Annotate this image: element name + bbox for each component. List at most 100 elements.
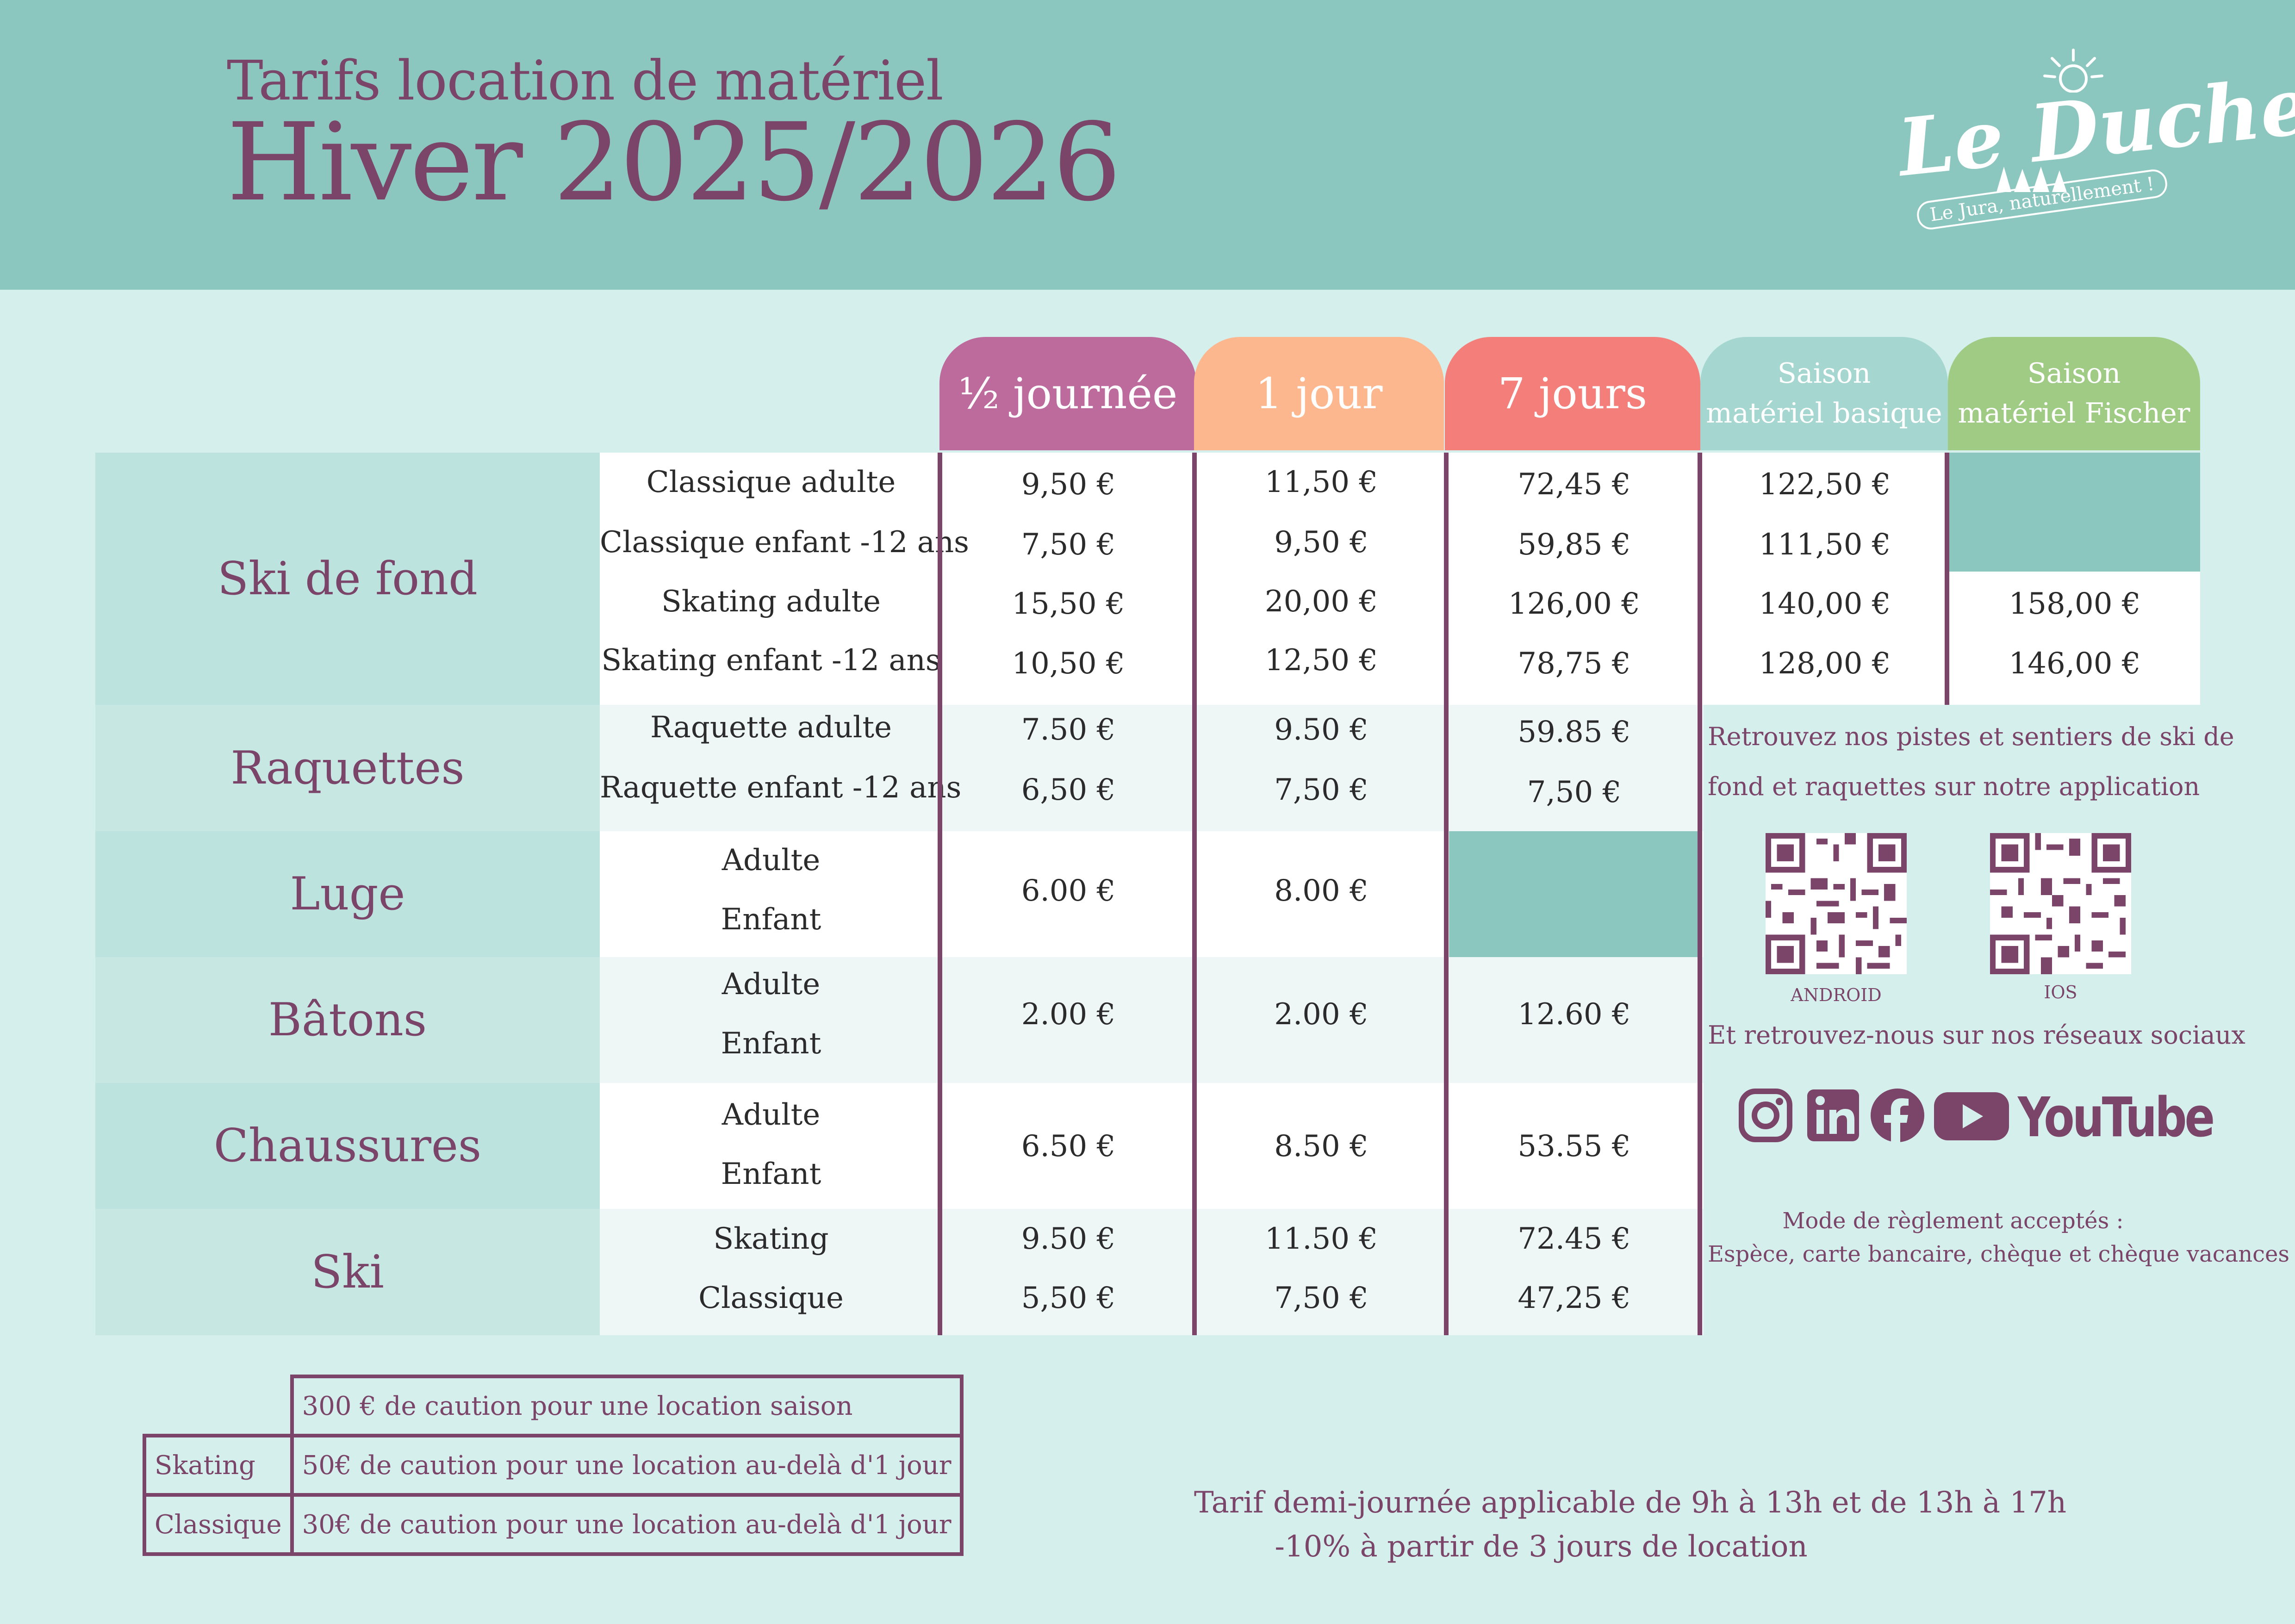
column-seven-days: 7 jours <box>1445 337 1700 450</box>
column-season-basic-line1: Saison <box>1777 357 1871 390</box>
price-seven-days: 72.45 € <box>1518 1222 1631 1256</box>
row-bg-ski-fond <box>600 453 1704 705</box>
deposit-row: Classique 30€ de caution pour une locati… <box>143 1493 964 1556</box>
column-season-basic-line2: matériel basique <box>1706 397 1942 429</box>
column-divider <box>1192 453 1197 1335</box>
price-half-day: 6.50 € <box>1021 1129 1116 1164</box>
trees-icon <box>1996 167 2067 192</box>
price-one-day: 9,50 € <box>1274 525 1368 560</box>
column-divider <box>938 453 942 1335</box>
footnote-line1: Tarif demi-journée applicable de 9h à 13… <box>1194 1486 2067 1520</box>
price-half-day: 9.50 € <box>1021 1222 1116 1256</box>
price-one-day: 11,50 € <box>1264 465 1378 499</box>
app-promo-line1: Retrouvez nos pistes et sentiers de ski … <box>1708 722 2234 751</box>
price-seven-days: 126,00 € <box>1508 587 1640 621</box>
subcategory-label: Skating <box>713 1222 829 1256</box>
deposit-value: 30€ de caution pour une location au-delà… <box>290 1493 964 1556</box>
category-ski: Ski <box>95 1209 600 1335</box>
subcategory-label: Classique adulte <box>646 465 896 499</box>
subcategory-label: Enfant <box>721 1027 821 1061</box>
subcategory-label: Raquette enfant -12 ans <box>600 771 962 805</box>
column-divider <box>1444 453 1449 1335</box>
youtube-icon[interactable] <box>1932 1088 2011 1143</box>
column-season-fischer: Saison matériel Fischer <box>1948 337 2200 450</box>
luge-week-empty-cell <box>1449 831 1699 957</box>
price-one-day: 2.00 € <box>1274 997 1368 1032</box>
footnote: Tarif demi-journée applicable de 9h à 13… <box>1194 1481 2067 1569</box>
column-divider <box>1945 453 1949 705</box>
category-raquettes: Raquettes <box>95 705 600 831</box>
subcategory-label: Adulte <box>721 967 821 1002</box>
le-duchet-logo: Le Duchet Le Jura, naturellement ! <box>1888 46 2295 241</box>
column-half-day: ½ journée <box>939 337 1196 450</box>
row-bg-chaussures <box>600 1083 1704 1209</box>
subcategory-label: Classique <box>698 1281 844 1315</box>
subcategory-label: Enfant <box>721 902 821 937</box>
android-label: ANDROID <box>1791 985 1882 1005</box>
price-seven-days: 47,25 € <box>1518 1281 1631 1315</box>
price-season-basic: 128,00 € <box>1759 647 1891 681</box>
payment-methods: Espèce, carte bancaire, chèque et chèque… <box>1708 1241 2290 1267</box>
row-bg-raquettes <box>600 705 1704 831</box>
price-half-day: 6,50 € <box>1021 773 1116 807</box>
column-one-day: 1 jour <box>1194 337 1444 450</box>
category-chaussures: Chaussures <box>95 1083 600 1209</box>
column-season-basic: Saison matériel basique <box>1700 337 1948 450</box>
price-seven-days: 78,75 € <box>1518 647 1631 681</box>
app-promo-line2: fond et raquettes sur notre application <box>1708 772 2200 801</box>
subcategory-label: Skating adulte <box>661 585 881 619</box>
price-one-day: 9.50 € <box>1274 713 1368 747</box>
subcategory-label: Classique enfant -12 ans <box>600 525 969 560</box>
price-seven-days: 59,85 € <box>1518 528 1631 562</box>
deposit-label: Skating <box>143 1434 294 1497</box>
price-half-day: 2.00 € <box>1021 997 1116 1032</box>
price-half-day: 5,50 € <box>1021 1281 1116 1315</box>
linkedin-icon[interactable] <box>1807 1088 1860 1143</box>
price-seven-days: 72,45 € <box>1518 467 1631 502</box>
android-qr-code[interactable] <box>1766 833 1907 974</box>
price-half-day: 7.50 € <box>1021 713 1116 747</box>
price-one-day: 11.50 € <box>1264 1222 1378 1256</box>
column-season-fischer-line1: Saison <box>2027 357 2121 390</box>
subcategory-label: Raquette adulte <box>650 710 892 745</box>
category-batons: Bâtons <box>95 957 600 1083</box>
price-one-day: 8.50 € <box>1274 1129 1368 1164</box>
category-luge: Luge <box>95 831 600 957</box>
deposit-value: 50€ de caution pour une location au-delà… <box>290 1434 964 1497</box>
page-subtitle: Tarifs location de matériel <box>227 49 944 112</box>
facebook-icon[interactable] <box>1870 1088 1925 1143</box>
deposit-row: 300 € de caution pour une location saiso… <box>144 1375 964 1437</box>
column-divider <box>1698 453 1702 1335</box>
footnote-line2: -10% à partir de 3 jours de location <box>1275 1530 1808 1564</box>
row-bg-ski <box>600 1209 1704 1335</box>
deposit-label: Classique <box>143 1493 294 1556</box>
deposit-row: Skating 50€ de caution pour une location… <box>143 1434 964 1497</box>
category-ski-de-fond: Ski de fond <box>95 453 600 705</box>
price-season-basic: 122,50 € <box>1759 467 1891 502</box>
subcategory-label: Adulte <box>721 1098 821 1132</box>
subcategory-label: Adulte <box>721 843 821 877</box>
ios-qr-code[interactable] <box>1990 833 2131 974</box>
instagram-icon[interactable] <box>1738 1088 1793 1143</box>
price-one-day: 12,50 € <box>1264 643 1378 678</box>
row-bg-batons <box>600 957 1704 1083</box>
price-half-day: 9,50 € <box>1021 467 1116 502</box>
price-one-day: 7,50 € <box>1274 773 1368 807</box>
price-seven-days: 53.55 € <box>1518 1129 1631 1164</box>
subcategory-label: Enfant <box>721 1157 821 1191</box>
price-season-fischer: 146,00 € <box>2009 647 2141 681</box>
ios-label: IOS <box>2044 982 2077 1002</box>
deposit-table: 300 € de caution pour une location saiso… <box>143 1375 964 1556</box>
sun-icon <box>2043 49 2103 93</box>
youtube-wordmark[interactable]: YouTube <box>2018 1085 2215 1149</box>
subcategory-label: Skating enfant -12 ans <box>601 643 941 678</box>
price-season-fischer: 158,00 € <box>2009 587 2141 621</box>
price-one-day: 20,00 € <box>1264 585 1378 619</box>
header-band <box>0 0 2295 290</box>
price-seven-days: 12.60 € <box>1518 997 1631 1032</box>
deposit-blank-cell <box>144 1376 294 1437</box>
price-one-day: 7,50 € <box>1274 1281 1368 1315</box>
price-one-day: 8.00 € <box>1274 874 1368 908</box>
price-season-basic: 140,00 € <box>1759 587 1891 621</box>
price-half-day: 6.00 € <box>1021 874 1116 908</box>
